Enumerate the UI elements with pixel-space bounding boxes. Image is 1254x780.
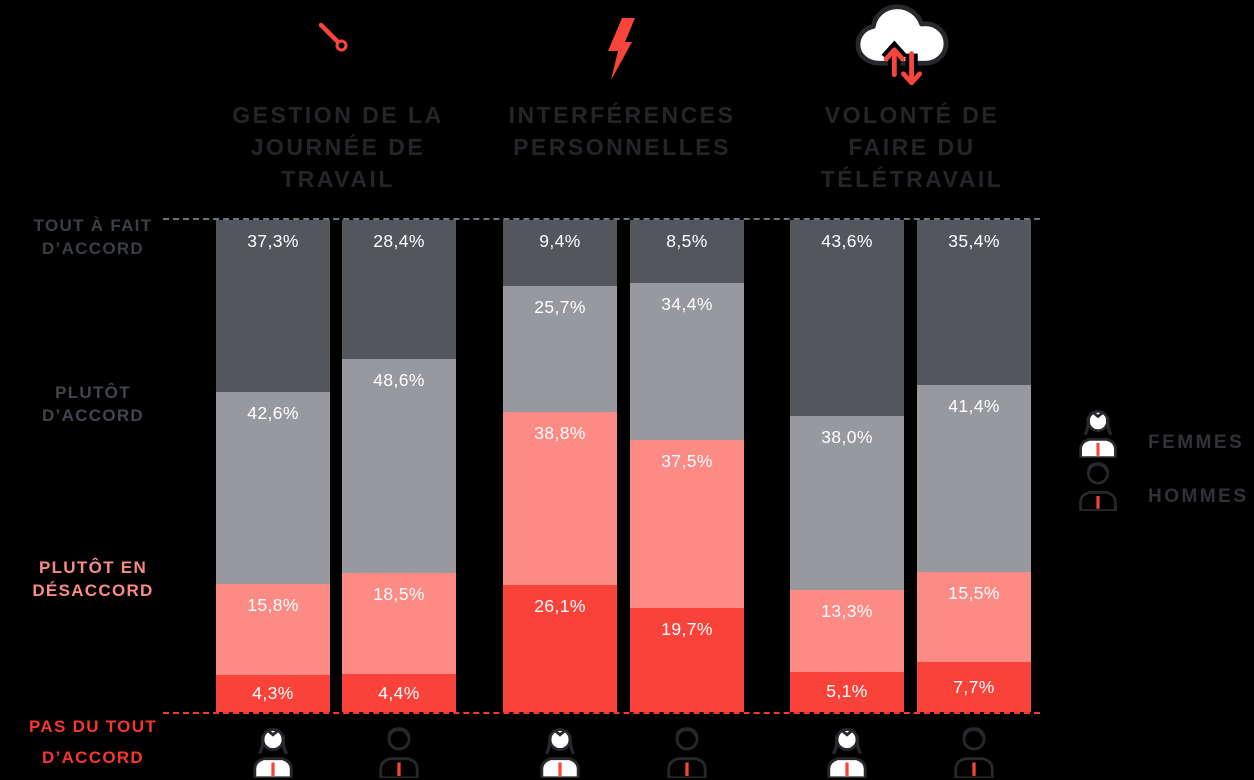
bar-value-label: 18,5% bbox=[373, 584, 425, 605]
woman-icon bbox=[250, 724, 296, 780]
woman-icon bbox=[824, 724, 870, 780]
woman-icon bbox=[537, 724, 583, 780]
bar-value-label: 9,4% bbox=[539, 231, 581, 251]
bar-value-label: 8,5% bbox=[666, 231, 708, 251]
bar-segment-plutot-en-desaccord: 15,8% bbox=[216, 583, 330, 675]
bar-segment-plutot-daccord: 38,0% bbox=[790, 415, 904, 590]
bar-segment-plutot-daccord: 41,4% bbox=[917, 384, 1031, 572]
scale-label-plutot-en-desaccord: PLUTÔT EN DÉSACCORD bbox=[32, 558, 154, 600]
bar-hommes-group3: 35,4% 41,4% 15,5% 7,7% bbox=[917, 220, 1031, 712]
bar-value-label: 13,3% bbox=[821, 601, 873, 621]
bar-value-label: 48,6% bbox=[373, 369, 425, 390]
bar-femmes-group2: 9,4% 25,7% 38,8% 26,1% bbox=[503, 220, 617, 712]
bar-femmes-group3: 43,6% 38,0% 13,3% 5,1% bbox=[790, 220, 904, 712]
bar-segment-tout-a-fait-daccord: 37,3% bbox=[216, 220, 330, 392]
bar-value-label: 38,8% bbox=[534, 422, 586, 443]
needle-icon bbox=[317, 21, 353, 62]
bar-value-label: 35,4% bbox=[948, 231, 1000, 251]
bar-segment-plutot-en-desaccord: 37,5% bbox=[630, 440, 744, 609]
woman-icon bbox=[1076, 406, 1120, 463]
bar-segment-pas-du-tout-daccord: 4,4% bbox=[342, 674, 456, 712]
bar-value-label: 26,1% bbox=[534, 596, 586, 616]
bar-segment-tout-a-fait-daccord: 8,5% bbox=[630, 220, 744, 283]
bar-value-label: 34,4% bbox=[661, 293, 713, 314]
bar-femmes-group1: 37,3% 42,6% 15,8% 4,3% bbox=[216, 220, 330, 712]
bar-value-label: 15,5% bbox=[948, 583, 1000, 603]
bar-value-label: 38,0% bbox=[821, 426, 873, 447]
bar-segment-tout-a-fait-daccord: 28,4% bbox=[342, 220, 456, 359]
bar-value-label: 37,5% bbox=[661, 451, 713, 471]
bar-segment-pas-du-tout-daccord: 4,3% bbox=[216, 674, 330, 712]
man-icon bbox=[376, 724, 422, 780]
bar-hommes-group1: 28,4% 48,6% 18,5% 4,4% bbox=[342, 220, 456, 712]
lightning-bolt-icon bbox=[606, 18, 636, 85]
man-icon bbox=[951, 724, 997, 780]
bar-value-label: 4,4% bbox=[378, 682, 420, 703]
bar-segment-tout-a-fait-daccord: 43,6% bbox=[790, 220, 904, 416]
bar-segment-plutot-daccord: 25,7% bbox=[503, 286, 617, 412]
bar-segment-pas-du-tout-daccord: 5,1% bbox=[790, 671, 904, 712]
category-title-gestion: GESTION DE LA JOURNÉE DE TRAVAIL bbox=[232, 102, 444, 192]
bar-value-label: 5,1% bbox=[826, 681, 868, 702]
bar-segment-plutot-en-desaccord: 13,3% bbox=[790, 590, 904, 672]
bar-value-label: 43,6% bbox=[821, 231, 873, 251]
bar-value-label: 25,7% bbox=[534, 297, 586, 318]
bar-value-label: 42,6% bbox=[247, 402, 299, 423]
bar-segment-tout-a-fait-daccord: 35,4% bbox=[917, 220, 1031, 385]
chart-plot-area: 37,3% 42,6% 15,8% 4,3% 28,4% 48,6% 18,5% 4,4% 9,… bbox=[163, 218, 1040, 714]
legend-label-femmes: FEMMES bbox=[1148, 432, 1245, 453]
bar-segment-plutot-en-desaccord: 18,5% bbox=[342, 573, 456, 675]
bar-value-label: 37,3% bbox=[247, 231, 299, 251]
bar-hommes-group2: 8,5% 34,4% 37,5% 19,7% bbox=[630, 220, 744, 712]
bar-segment-plutot-daccord: 34,4% bbox=[630, 282, 744, 440]
scale-label-tout-a-fait: TOUT À FAIT D’ACCORD bbox=[33, 216, 153, 258]
cloud-sync-icon bbox=[852, 2, 952, 95]
scale-label-pas-du-tout: PAS DU TOUT D’ACCORD bbox=[29, 717, 157, 767]
bar-value-label: 19,7% bbox=[661, 619, 713, 640]
bar-value-label: 41,4% bbox=[948, 395, 1000, 416]
category-title-interferences: INTERFÉRENCES PERSONNELLES bbox=[508, 102, 736, 160]
scale-label-plutot-daccord: PLUTÔT D’ACCORD bbox=[41, 383, 144, 425]
bar-segment-tout-a-fait-daccord: 9,4% bbox=[503, 220, 617, 287]
bar-segment-pas-du-tout-daccord: 19,7% bbox=[630, 608, 744, 712]
bar-segment-pas-du-tout-daccord: 26,1% bbox=[503, 585, 617, 712]
bar-segment-plutot-en-desaccord: 38,8% bbox=[503, 411, 617, 585]
bar-value-label: 4,3% bbox=[252, 682, 294, 703]
legend-label-hommes: HOMMES bbox=[1148, 486, 1249, 507]
bar-segment-plutot-daccord: 42,6% bbox=[216, 391, 330, 584]
man-icon bbox=[664, 724, 710, 780]
man-icon bbox=[1076, 459, 1120, 516]
bar-segment-pas-du-tout-daccord: 7,7% bbox=[917, 662, 1031, 712]
bar-segment-plutot-en-desaccord: 15,5% bbox=[917, 572, 1031, 663]
bar-value-label: 15,8% bbox=[247, 594, 299, 615]
bar-segment-plutot-daccord: 48,6% bbox=[342, 358, 456, 574]
bar-value-label: 28,4% bbox=[373, 231, 425, 251]
bar-value-label: 7,7% bbox=[953, 676, 995, 697]
category-title-volonte: VOLONTÉ DE FAIRE DU TÉLÉTRAVAIL bbox=[820, 102, 1004, 192]
